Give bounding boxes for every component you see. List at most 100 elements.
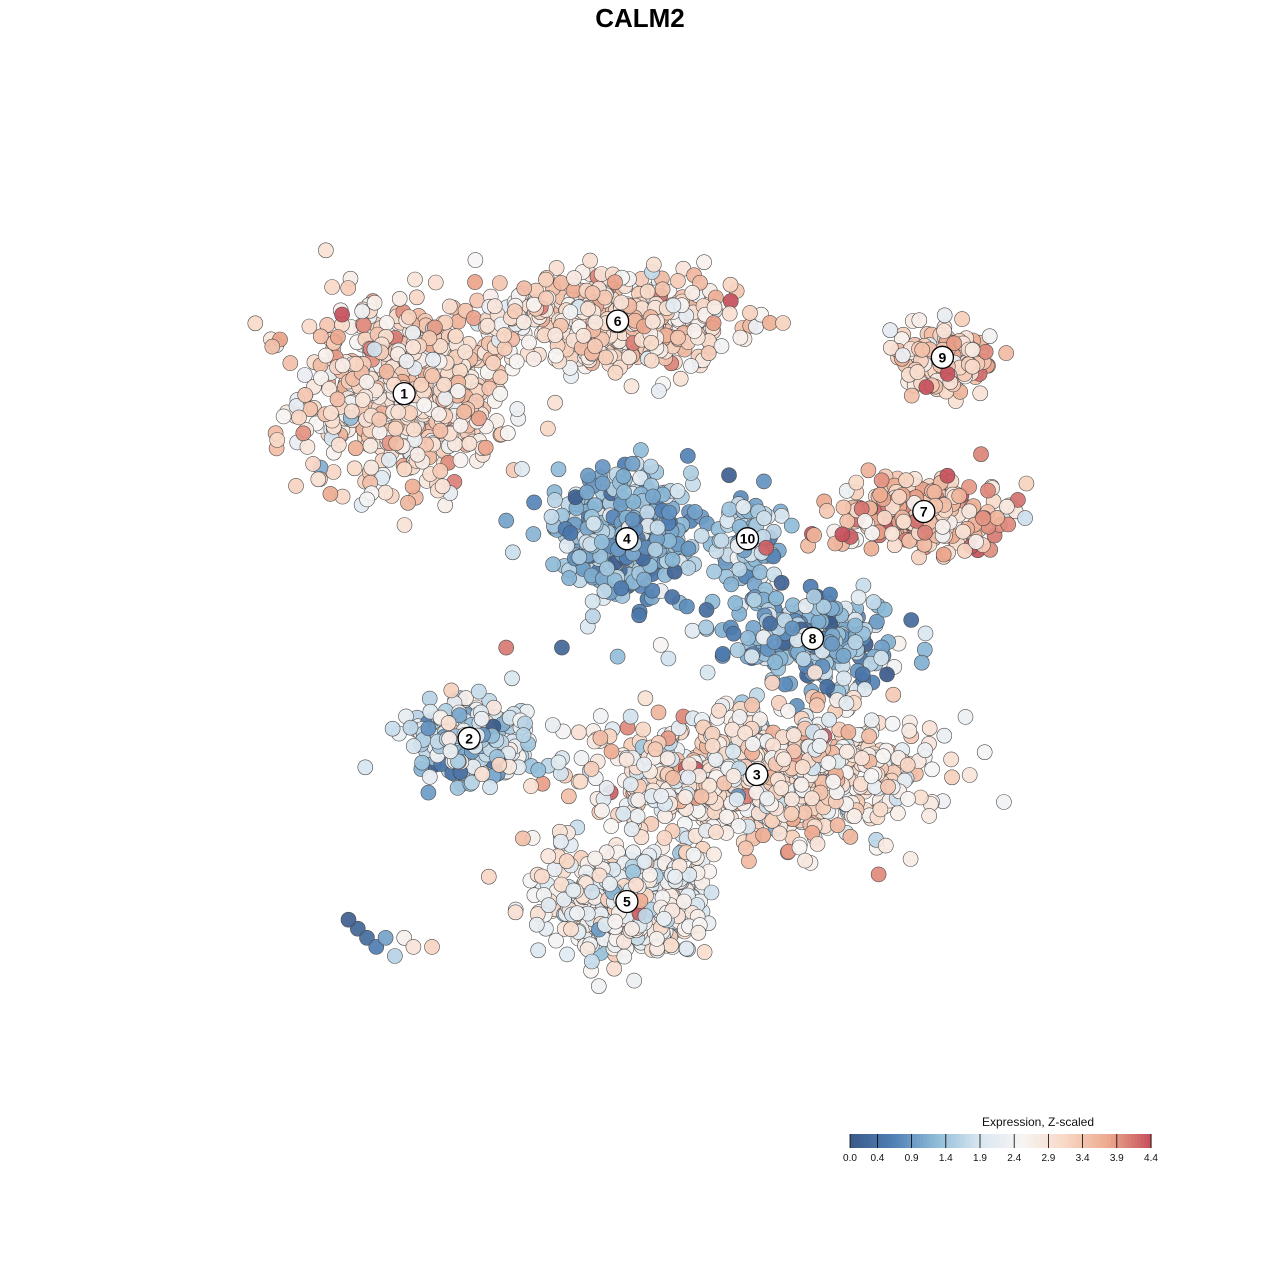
data-point: [955, 523, 971, 540]
data-point: [305, 456, 321, 472]
data-point: [685, 846, 702, 863]
data-point: [431, 406, 447, 423]
legend-gradient-step: [920, 1134, 925, 1148]
data-point: [346, 460, 363, 477]
data-point: [515, 830, 531, 847]
data-point: [647, 541, 664, 558]
data-point: [480, 868, 497, 885]
data-point: [698, 602, 715, 618]
data-point: [870, 866, 887, 883]
data-point: [452, 417, 469, 434]
data-point: [1018, 475, 1035, 492]
data-point: [807, 664, 823, 681]
data-point: [842, 828, 859, 845]
data-point: [806, 527, 822, 543]
data-point: [954, 311, 970, 327]
data-point: [607, 274, 623, 291]
data-point: [269, 432, 286, 448]
data-point: [432, 422, 449, 439]
data-point: [492, 385, 509, 402]
cluster-label-text: 3: [753, 767, 761, 783]
data-point: [723, 576, 740, 593]
legend-gradient-step: [950, 1134, 955, 1148]
data-point: [584, 593, 601, 610]
data-point: [718, 808, 735, 825]
data-point: [416, 397, 433, 413]
data-point: [647, 741, 664, 758]
data-point: [414, 754, 430, 771]
legend-gradient-step: [913, 1134, 918, 1148]
data-point: [706, 563, 722, 580]
data-point: [865, 594, 882, 610]
legend-tick-label: 0.0: [843, 1153, 857, 1164]
data-point: [882, 322, 899, 339]
data-point: [741, 853, 757, 869]
data-point: [735, 499, 752, 516]
data-point: [561, 570, 577, 586]
legend-tick-label: 1.4: [939, 1153, 953, 1164]
data-point: [819, 678, 835, 695]
data-point: [650, 704, 667, 721]
legend-gradient-step: [973, 1134, 978, 1148]
cluster-label: 8: [800, 626, 825, 651]
data-point: [496, 327, 513, 343]
data-point: [630, 792, 647, 808]
data-point: [603, 818, 620, 834]
data-point: [684, 622, 701, 639]
color-legend: Expression, Z-scaled 0.0 0.4 0.9 1.4 1.9 2.4 2…: [843, 1115, 1158, 1164]
data-point: [656, 910, 672, 927]
data-point: [247, 315, 264, 332]
data-point: [507, 904, 524, 921]
data-point: [607, 913, 624, 930]
data-point: [714, 646, 731, 662]
data-point: [525, 526, 542, 542]
data-point: [343, 403, 360, 420]
legend-gradient-step: [1047, 1134, 1052, 1148]
data-point: [795, 651, 812, 668]
data-point: [820, 755, 837, 771]
data-point: [884, 715, 901, 732]
data-point: [999, 498, 1015, 515]
data-point: [521, 334, 537, 351]
data-point: [1017, 510, 1033, 526]
data-point: [637, 690, 654, 707]
data-point: [848, 474, 865, 491]
data-point: [594, 802, 610, 819]
data-point: [409, 446, 426, 463]
data-point: [442, 743, 459, 760]
data-point: [348, 356, 364, 372]
data-point: [492, 369, 509, 386]
data-point: [473, 710, 490, 727]
data-point: [648, 931, 665, 947]
legend-gradient-step: [1064, 1134, 1068, 1148]
data-point: [329, 391, 346, 408]
data-point: [477, 439, 494, 456]
data-point: [916, 641, 933, 658]
data-point: [678, 940, 695, 957]
data-point: [491, 275, 508, 291]
data-point: [903, 612, 920, 628]
data-point: [538, 290, 554, 307]
data-point: [596, 583, 613, 600]
data-point: [711, 702, 727, 719]
data-point: [616, 948, 633, 965]
data-point: [783, 517, 800, 534]
data-point: [913, 654, 930, 671]
data-point: [665, 297, 682, 314]
data-point: [550, 461, 567, 478]
data-point: [340, 911, 357, 928]
data-point: [884, 525, 900, 542]
data-point: [424, 368, 441, 384]
data-point: [467, 274, 483, 290]
legend-gradient-step: [1114, 1134, 1119, 1148]
data-point: [616, 484, 632, 500]
data-point: [745, 736, 761, 752]
data-point: [624, 455, 641, 472]
data-point: [935, 546, 952, 563]
data-point: [783, 791, 800, 808]
data-point: [850, 589, 867, 606]
data-point: [934, 518, 951, 535]
data-point: [321, 381, 338, 397]
data-point: [424, 939, 440, 955]
data-point: [740, 630, 756, 646]
